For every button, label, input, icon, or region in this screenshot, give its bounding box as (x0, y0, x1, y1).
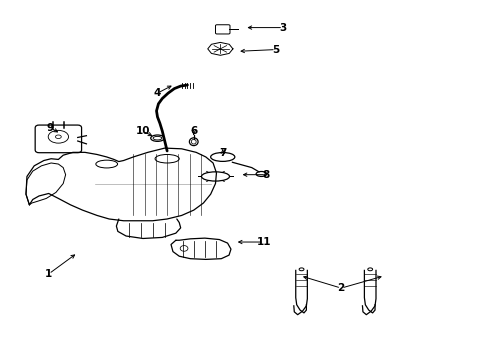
Text: 1: 1 (45, 269, 52, 279)
Text: 4: 4 (154, 88, 161, 98)
Text: 3: 3 (279, 23, 286, 33)
Text: 8: 8 (262, 170, 269, 180)
Text: 7: 7 (219, 148, 226, 158)
Text: 10: 10 (136, 126, 150, 136)
Text: 6: 6 (190, 126, 197, 136)
Text: 5: 5 (272, 45, 279, 55)
Text: 2: 2 (337, 283, 344, 293)
Text: 11: 11 (256, 237, 270, 247)
Text: 9: 9 (46, 122, 54, 132)
